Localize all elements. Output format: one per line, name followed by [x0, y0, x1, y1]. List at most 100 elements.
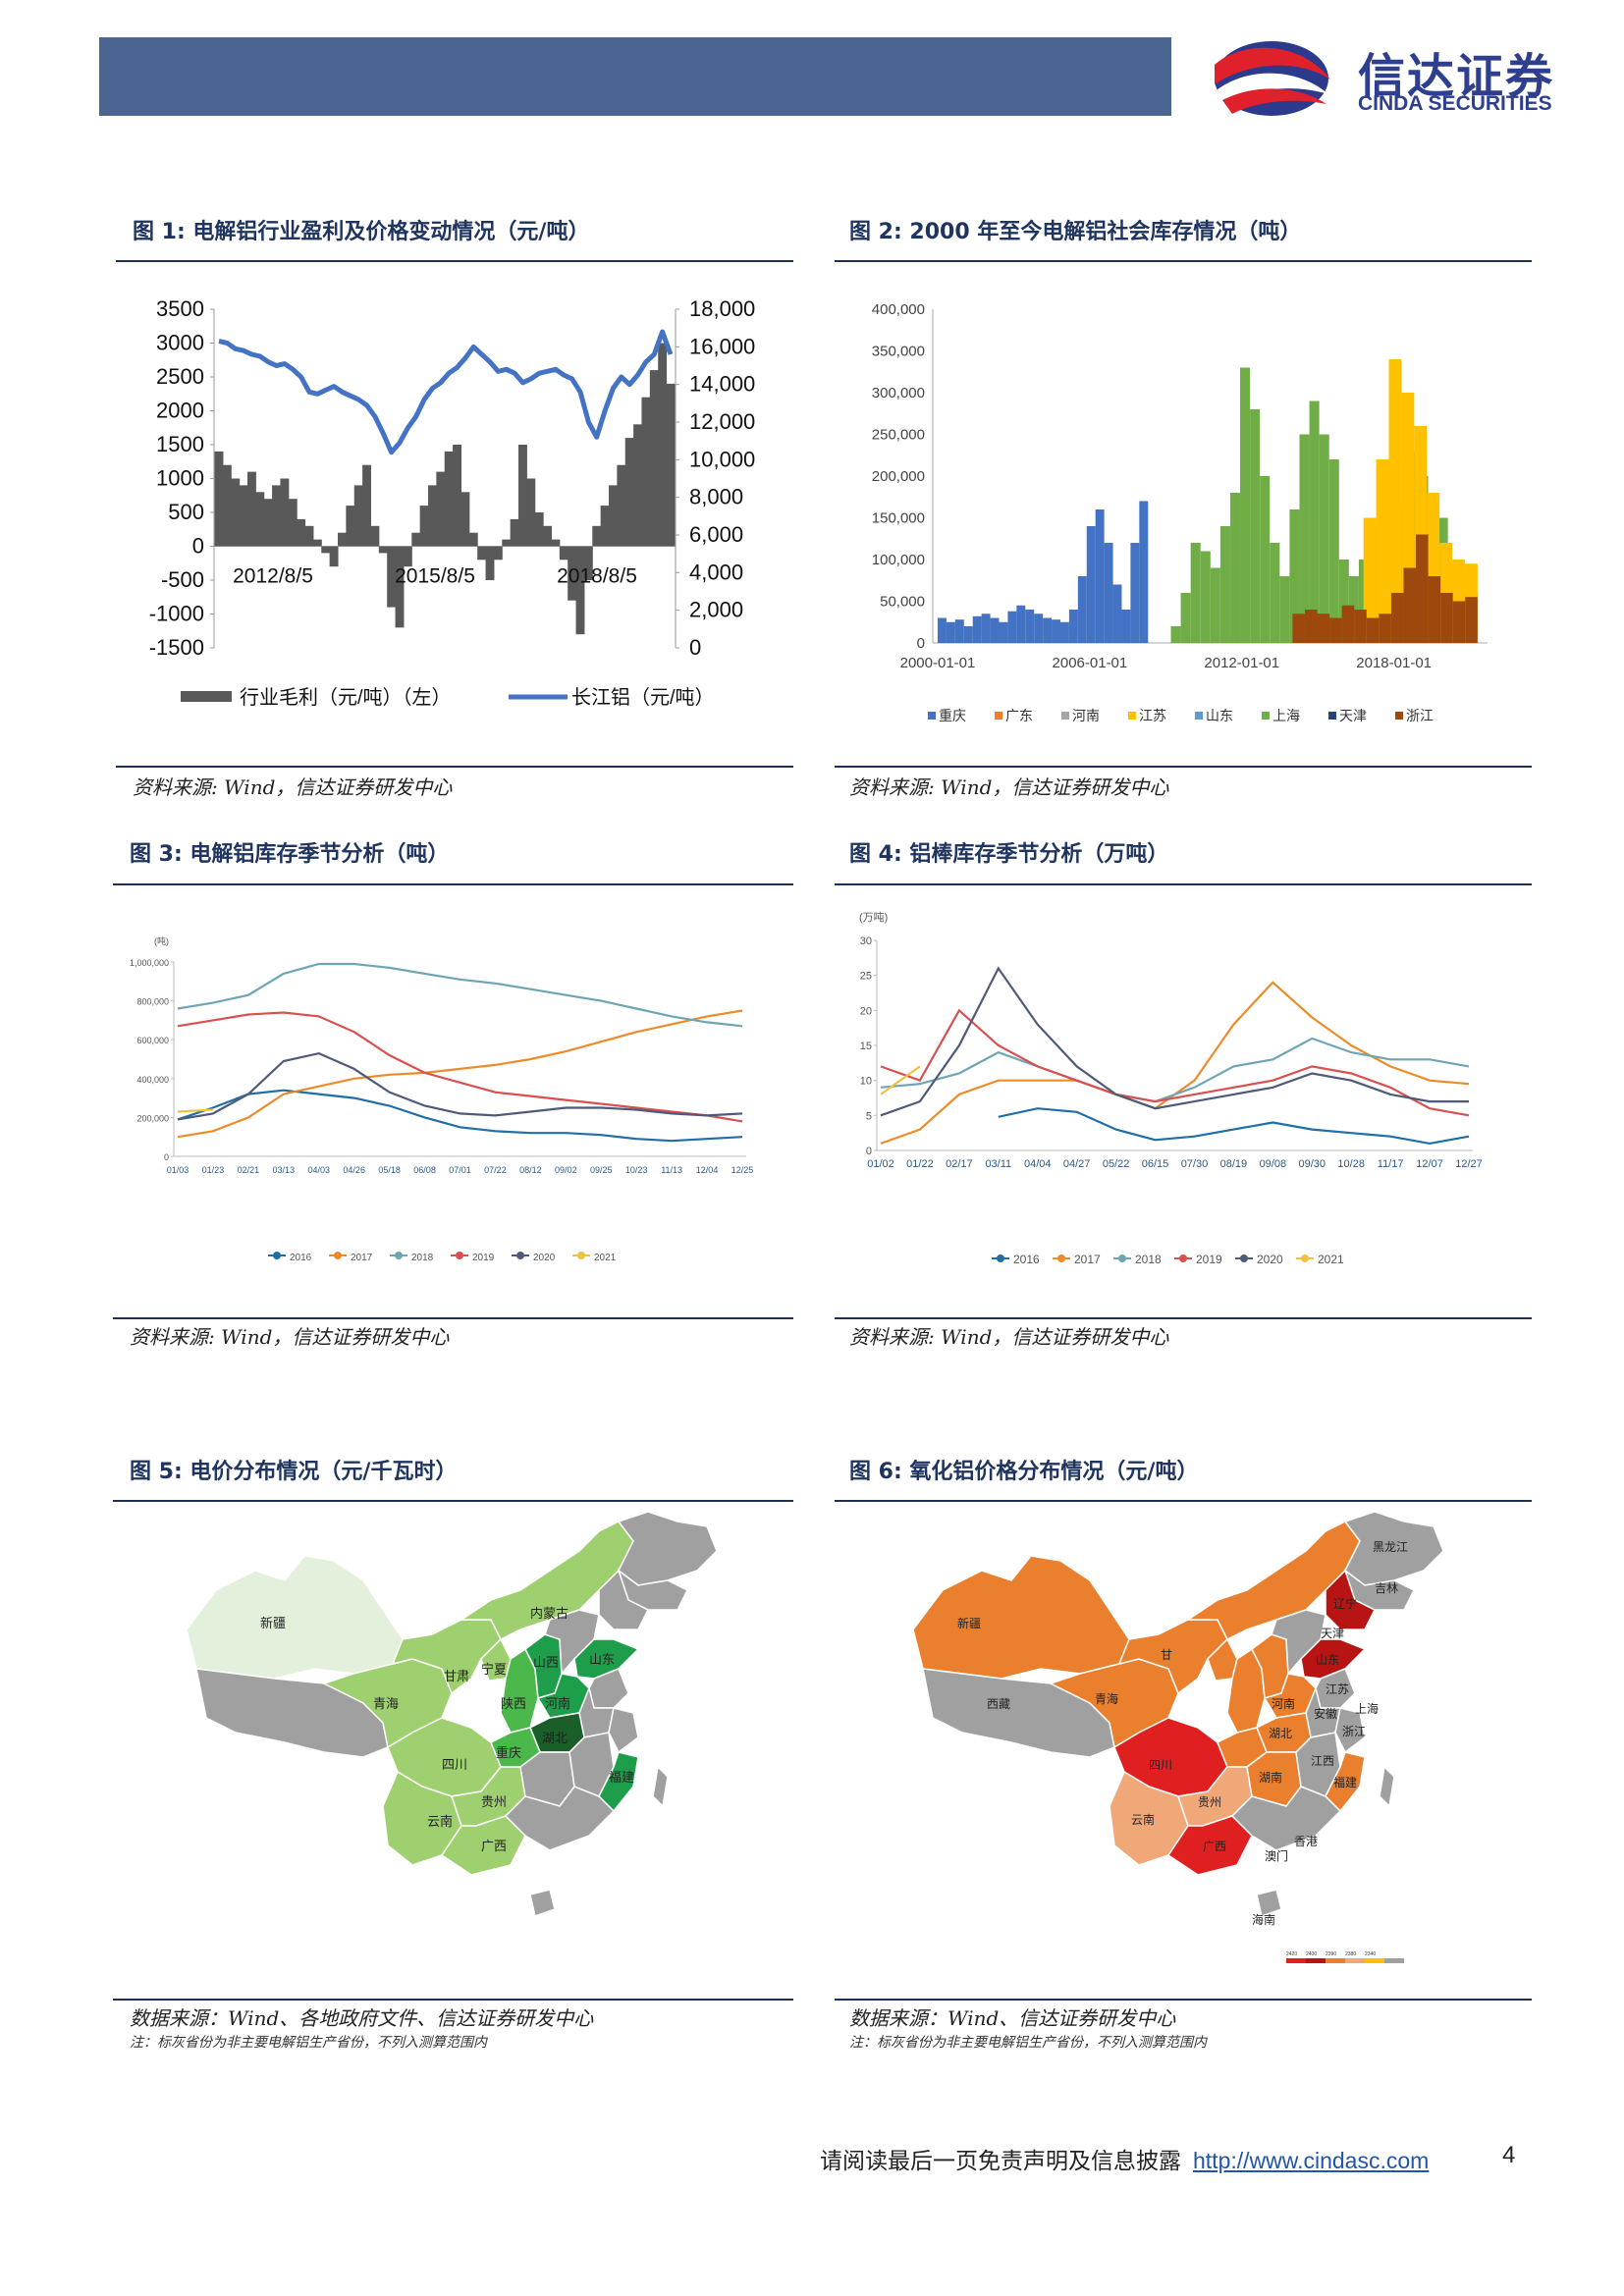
chart4-line-2018 — [880, 1037, 1470, 1103]
chart3-line-2021 — [177, 1108, 213, 1113]
chart2-area-segment-0 — [972, 615, 982, 643]
chart2-area-segment-1 — [1289, 509, 1300, 643]
chart2-area-segment-1 — [1260, 476, 1271, 643]
chart4-y-tick-label: 15 — [860, 1041, 872, 1052]
map6-label-guangxi: 广西 — [1203, 1840, 1226, 1853]
chart3-legend-marker — [456, 1252, 463, 1259]
chart2-area-segment-1 — [1200, 551, 1211, 643]
map6-legend-value: 2340 — [1365, 1951, 1376, 1957]
chart2-legend-label: 山东 — [1206, 708, 1233, 723]
chart2-area-segment-0 — [1068, 610, 1078, 643]
chart3-legend-marker — [577, 1252, 585, 1259]
map5-label-shanxi: 山西 — [533, 1655, 559, 1670]
chart3-y-tick-label: 1,000,000 — [130, 958, 169, 968]
chart2-x-tick-label: 2018-01-01 — [1356, 655, 1432, 671]
chart1-margin-bar — [575, 546, 585, 635]
chart2-area-segment-3 — [1416, 534, 1429, 643]
figure-4-chart: (万吨) 30 25 20 15 10 5 001/02 01/22 02/17 03/11 04/0… — [859, 911, 1483, 1266]
chart2-area-segment-1 — [1309, 400, 1320, 643]
figure-5-top-rule — [113, 1500, 793, 1502]
map6-label-jiangsu: 江苏 — [1326, 1682, 1349, 1696]
chart4-x-tick-label: 10/28 — [1337, 1158, 1365, 1170]
chart1-margin-bar — [280, 478, 290, 547]
chart3-x-tick-label: 01/03 — [167, 1165, 189, 1175]
map6-label-aomen: 澳门 — [1265, 1848, 1288, 1863]
chart1-left-tick-label: 0 — [192, 534, 204, 559]
chart1-margin-bar — [297, 518, 306, 547]
chart2-area-segment-3 — [1292, 614, 1305, 643]
chart1-margin-bar — [231, 478, 241, 547]
figure-1-source: 资料来源: Wind，信达证券研发中心 — [133, 775, 453, 799]
chart2-area-segment-0 — [1043, 617, 1053, 643]
chart1-margin-bar — [600, 506, 610, 547]
map6-label-jiangxi: 江西 — [1311, 1754, 1334, 1768]
chart3-x-tick-label: 12/25 — [731, 1165, 754, 1175]
chart2-legend-swatch — [995, 712, 1002, 720]
chart4-line-2021 — [880, 1065, 921, 1095]
chart1-margin-bar — [666, 383, 676, 547]
map5-label-fujian: 福建 — [609, 1770, 634, 1785]
chart1-right-tick-label: 2,000 — [689, 598, 743, 622]
chart2-area-segment-3 — [1403, 567, 1417, 643]
chart2-area-segment-1 — [1250, 409, 1261, 643]
chart1-left-tick-label: 3000 — [156, 331, 204, 355]
map5-region-qinghai — [322, 1658, 453, 1749]
chart2-area-segment-0 — [1025, 610, 1035, 643]
chart4-x-tick-label: 06/15 — [1142, 1158, 1169, 1170]
chart2-area-segment-0 — [1104, 543, 1113, 643]
map6-legend-swatch — [1384, 1958, 1404, 1963]
chart1-margin-bar — [617, 464, 626, 547]
footer-url[interactable]: http://www.cindasc.com — [1193, 2148, 1430, 2173]
figure-4-source: 资料来源: Wind，信达证券研发中心 — [849, 1325, 1169, 1349]
chart1-margin-bar — [411, 532, 421, 547]
map6-region-liaoning — [1325, 1569, 1377, 1630]
chart4-legend-label: 2019 — [1196, 1253, 1222, 1266]
chart1-margin-bar — [312, 539, 322, 547]
map6-label-hubei: 湖北 — [1269, 1726, 1292, 1740]
figure-4-title: 图 4: 铝棒库存季节分析（万吨） — [849, 842, 1169, 867]
chart1-margin-bar — [633, 424, 642, 547]
chart2-area-segment-1 — [1270, 543, 1280, 643]
figure-3-chart: (吨) 1,000,000 800,000 600,000 400,000 200,000… — [130, 935, 754, 1263]
chart2-area-segment-0 — [1095, 509, 1105, 643]
map5-label-xinjiang: 新疆 — [260, 1616, 286, 1630]
figure-5-map: 新疆 内蒙古 青海 甘肃 宁夏 山西 陕西 河南 湖北 山东 四川 重庆 云南 … — [186, 1512, 718, 1917]
chart2-area-segment-1 — [1170, 626, 1181, 643]
chart2-legend-swatch — [1395, 712, 1403, 720]
chart2-area-segment-3 — [1428, 576, 1441, 643]
chart3-legend-label: 2019 — [472, 1253, 495, 1263]
chart2-area-segment-0 — [938, 617, 947, 643]
chart1-margin-bar — [346, 506, 355, 547]
chart2-legend-swatch — [1262, 712, 1270, 720]
map6-label-liaoning: 辽宁 — [1333, 1596, 1357, 1611]
chart2-area-segment-1 — [1279, 576, 1290, 643]
chart3-x-tick-label: 04/03 — [307, 1165, 330, 1175]
chart1-left-tick-label: 2500 — [156, 364, 204, 389]
map6-legend-value: 2390 — [1326, 1951, 1336, 1957]
chart2-legend-swatch — [928, 712, 936, 720]
map5-label-shandong: 山东 — [589, 1652, 615, 1667]
chart1-margin-bar — [222, 464, 232, 547]
chart2-area-segment-0 — [963, 626, 973, 643]
chart1-right-tick-label: 14,000 — [689, 372, 755, 397]
chart4-legend-marker — [1179, 1255, 1187, 1262]
chart1-margin-bar — [460, 492, 470, 547]
chart1-margin-bar — [534, 512, 544, 547]
map6-legend: 2420 2400 2390 2380 2340 — [1286, 1951, 1404, 1963]
chart4-y-tick-label: 20 — [860, 1005, 872, 1017]
map5-region-heilongjiang — [617, 1512, 718, 1586]
chart2-legend-swatch — [1328, 712, 1336, 720]
map6-legend-value: 2400 — [1306, 1951, 1317, 1957]
chart2-area-segment-1 — [1180, 593, 1191, 643]
map6-legend-swatch — [1286, 1958, 1306, 1963]
chart1-margin-bar — [370, 525, 380, 547]
chart1-margin-bar — [263, 499, 273, 547]
cinda-logo-mark — [1215, 41, 1330, 116]
chart2-area-segment-0 — [954, 619, 964, 643]
chart2-area-segment-1 — [1328, 459, 1339, 643]
map5-region-zhejiang — [608, 1707, 639, 1754]
map6-label-xianggang: 香港 — [1294, 1835, 1318, 1848]
map6-region-heilongjiang — [1343, 1512, 1444, 1586]
chart3-x-tick-label: 12/04 — [696, 1165, 719, 1175]
chart2-y-tick-label: 0 — [917, 635, 925, 652]
